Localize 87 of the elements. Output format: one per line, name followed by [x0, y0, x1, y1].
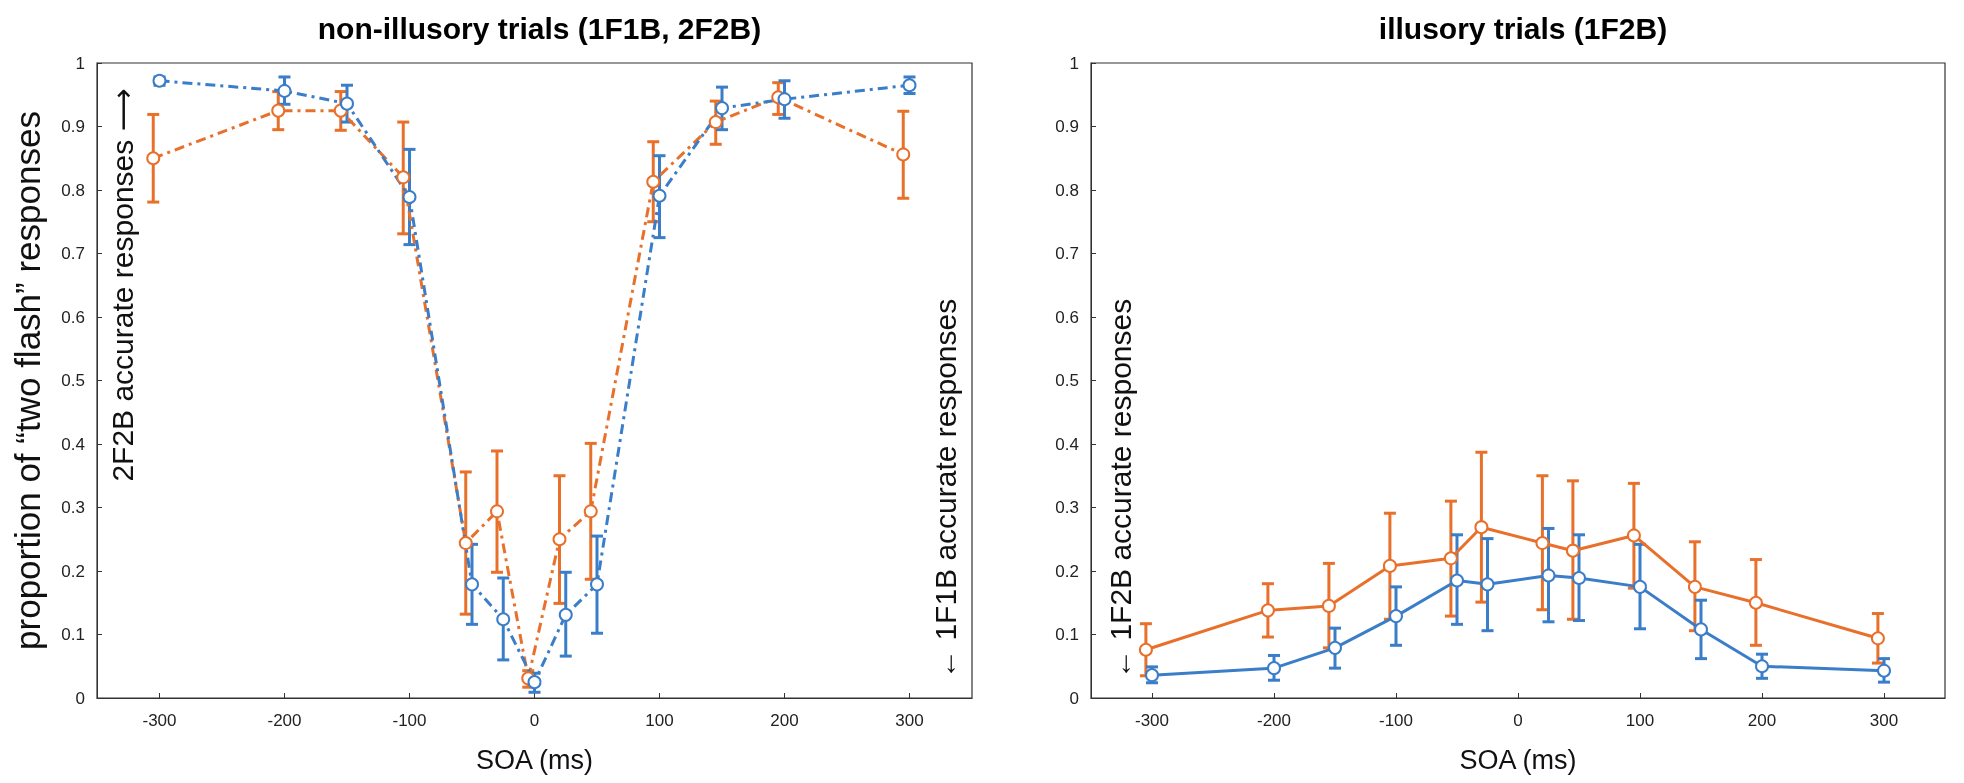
chart-title: illusory trials (1F2B) — [1378, 11, 1668, 45]
point — [1382, 558, 1397, 573]
point — [1877, 663, 1891, 678]
point — [715, 101, 729, 116]
point — [708, 115, 723, 130]
point — [402, 189, 417, 204]
point — [396, 170, 411, 185]
point — [583, 504, 598, 519]
point — [340, 96, 354, 111]
x-tick-label: 100 — [1625, 711, 1655, 730]
annotation: ← 1F2B accurate responses — [1103, 298, 1137, 679]
y-tick-label: 0.1 — [61, 625, 85, 644]
y-axis-title: proportion of “two flash” responses — [8, 111, 47, 650]
point — [271, 103, 286, 118]
point — [1687, 579, 1702, 594]
y-tick-label: 0.6 — [1055, 307, 1079, 327]
x-tick-label: -100 — [392, 711, 427, 730]
y-tick-label: 0.4 — [1055, 434, 1079, 454]
point — [896, 147, 911, 162]
annotation: ← 1F1B accurate responses — [928, 298, 962, 679]
x-tick-label: 200 — [1747, 711, 1777, 730]
y-tick-label: 0.8 — [1055, 180, 1079, 200]
point — [458, 536, 473, 551]
point — [552, 532, 567, 547]
point — [1443, 551, 1458, 566]
x-tick-label: 0 — [529, 711, 540, 730]
annotation: 2F2B accurate responses ⟶ — [105, 88, 139, 482]
point — [1633, 579, 1647, 594]
point — [1474, 520, 1489, 535]
chart-title: non-illusory trials (1F1B, 2F2B) — [317, 11, 762, 45]
point — [490, 504, 504, 519]
point — [146, 151, 161, 166]
point — [590, 577, 604, 592]
y-tick-label: 0.7 — [1055, 244, 1079, 263]
point — [1328, 640, 1342, 655]
point — [277, 83, 292, 98]
y-tick-label: 0.3 — [61, 498, 85, 517]
x-tick-label: -200 — [1256, 711, 1292, 730]
point — [496, 612, 511, 627]
point — [1450, 573, 1464, 588]
x-tick-label: -300 — [142, 711, 177, 730]
x-tick-label: 200 — [770, 711, 799, 730]
y-tick-label: 1 — [1069, 53, 1079, 73]
x-tick-label: 0 — [1513, 711, 1523, 730]
y-tick-label: 0.5 — [61, 371, 85, 390]
point — [1626, 528, 1641, 543]
y-tick-label: 0.6 — [61, 307, 85, 327]
point — [1260, 603, 1275, 618]
x-tick-label: -100 — [1378, 711, 1414, 730]
y-tick-label: 0.7 — [61, 244, 85, 263]
y-tick-label: 0.1 — [1055, 625, 1079, 644]
point — [1535, 536, 1550, 551]
y-tick-label: 0.4 — [61, 434, 85, 454]
point — [1389, 609, 1403, 624]
y-tick-label: 0 — [1069, 688, 1079, 708]
y-tick-label: 0.3 — [1055, 498, 1079, 517]
y-tick-label: 0.8 — [61, 180, 85, 200]
point — [646, 174, 661, 189]
point — [1694, 622, 1708, 637]
y-tick-label: 1 — [75, 53, 85, 73]
point — [1267, 661, 1281, 676]
x-tick-label: -300 — [1134, 711, 1170, 730]
y-tick-label: 0.9 — [61, 117, 85, 136]
x-axis-title: SOA (ms) — [475, 744, 594, 775]
point — [652, 188, 667, 203]
point — [1572, 570, 1586, 585]
point — [1138, 642, 1153, 657]
point — [1755, 659, 1769, 674]
point — [1565, 543, 1580, 558]
x-tick-label: -200 — [267, 711, 302, 730]
x-tick-label: 100 — [645, 711, 674, 730]
point — [1870, 631, 1885, 646]
point — [1748, 595, 1763, 610]
point — [558, 607, 573, 622]
y-tick-label: 0.5 — [1055, 371, 1079, 390]
x-axis-title: SOA (ms) — [1459, 744, 1577, 775]
y-tick-label: 0.9 — [1055, 117, 1079, 136]
point — [1321, 598, 1336, 613]
y-tick-label: 0.2 — [1055, 561, 1079, 581]
point — [1480, 577, 1495, 592]
point — [777, 92, 792, 107]
point — [1541, 568, 1556, 583]
x-tick-label: 300 — [1869, 711, 1899, 730]
y-tick-label: 0 — [75, 688, 85, 708]
y-tick-label: 0.2 — [61, 561, 85, 581]
x-tick-label: 300 — [895, 711, 924, 730]
point — [465, 577, 479, 592]
